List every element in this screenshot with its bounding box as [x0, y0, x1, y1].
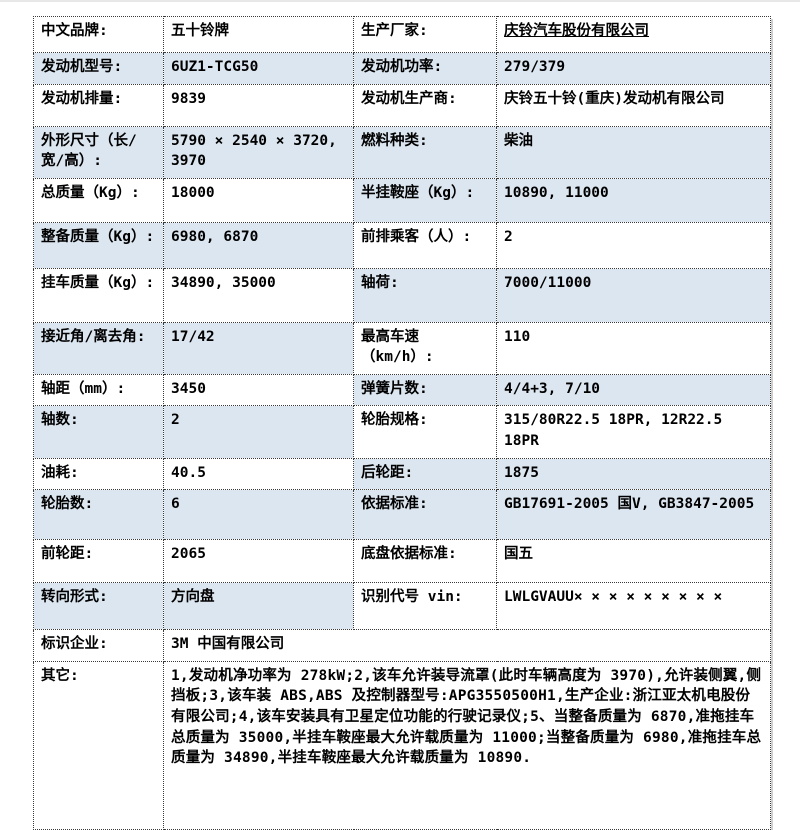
spec-label: 轴距（mm）:: [33, 373, 164, 407]
spec-value: 40.5: [163, 457, 354, 491]
table-row: 接近角/离去角: 17/42 最高车速（km/h）: 110: [33, 321, 771, 375]
vehicle-spec-table: 中文品牌: 五十铃牌 生产厂家: 庆铃汽车股份有限公司 发动机型号: 6UZ1-…: [33, 16, 771, 830]
spec-label: 前轮距:: [33, 539, 164, 584]
spec-label: 识别代号 vin:: [353, 582, 497, 631]
page-edge: [0, 0, 800, 2]
spec-label: 前排乘客（人）:: [353, 221, 497, 269]
spec-label: 底盘依据标准:: [353, 539, 497, 584]
spec-value: 1875: [496, 457, 771, 491]
spec-label: 最高车速（km/h）:: [353, 321, 497, 375]
spec-value: 17/42: [163, 321, 354, 375]
spec-value: 315/80R22.5 18PR, 12R22.5 18PR: [496, 405, 771, 459]
other-notes-text: 1,发动机净功率为 278kW;2,该车允许装导流罩(此时车辆高度为 3970)…: [163, 660, 771, 830]
spec-value: 6UZ1-TCG50: [163, 52, 354, 85]
spec-value: 6: [163, 489, 354, 541]
table-row: 标识企业: 3M 中国有限公司: [33, 629, 771, 662]
spec-value: 110: [496, 321, 771, 375]
table-row: 总质量（Kg）: 18000 半挂鞍座（Kg）: 10890, 11000: [33, 177, 771, 223]
spec-label: 生产厂家:: [353, 16, 497, 53]
table-row: 轮胎数: 6 依据标准: GB17691-2005 国V, GB3847-200…: [33, 489, 771, 541]
spec-label: 整备质量（Kg）:: [33, 221, 164, 269]
spec-label: 接近角/离去角:: [33, 321, 164, 375]
spec-value: 2: [163, 405, 354, 459]
spec-label: 轮胎数:: [33, 489, 164, 541]
table-row: 轴数: 2 轮胎规格: 315/80R22.5 18PR, 12R22.5 18…: [33, 405, 771, 459]
spec-label: 标识企业:: [33, 629, 164, 662]
spec-label: 总质量（Kg）:: [33, 177, 164, 223]
spec-value: 9839: [163, 83, 354, 127]
spec-label: 其它:: [33, 660, 164, 830]
spec-value: 7000/11000: [496, 267, 771, 323]
table-row: 中文品牌: 五十铃牌 生产厂家: 庆铃汽车股份有限公司: [33, 16, 771, 53]
table-row: 其它: 1,发动机净功率为 278kW;2,该车允许装导流罩(此时车辆高度为 3…: [33, 660, 771, 830]
spec-label: 轮胎规格:: [353, 405, 497, 459]
spec-label: 轴数:: [33, 405, 164, 459]
spec-label: 挂车质量（Kg）:: [33, 267, 164, 323]
spec-value: LWLGVAUU× × × × × × × × ×: [496, 582, 771, 631]
table-row: 外形尺寸（长/宽/高）: 5790 × 2540 × 3720, 3970 燃料…: [33, 125, 771, 179]
spec-label: 燃料种类:: [353, 125, 497, 179]
spec-value: GB17691-2005 国V, GB3847-2005: [496, 489, 771, 541]
spec-label: 后轮距:: [353, 457, 497, 491]
spec-value: 3450: [163, 373, 354, 407]
table-row: 转向形式: 方向盘 识别代号 vin: LWLGVAUU× × × × × × …: [33, 582, 771, 631]
spec-label: 发动机排量:: [33, 83, 164, 127]
spec-value: 6980, 6870: [163, 221, 354, 269]
table-row: 油耗: 40.5 后轮距: 1875: [33, 457, 771, 491]
spec-value: 10890, 11000: [496, 177, 771, 223]
spec-value: 4/4+3, 7/10: [496, 373, 771, 407]
spec-label: 中文品牌:: [33, 16, 164, 53]
spec-label: 轴荷:: [353, 267, 497, 323]
spec-label: 弹簧片数:: [353, 373, 497, 407]
spec-value: 5790 × 2540 × 3720, 3970: [163, 125, 354, 179]
spec-label: 发动机生产商:: [353, 83, 497, 127]
table-row: 前轮距: 2065 底盘依据标准: 国五: [33, 539, 771, 584]
spec-value: 2065: [163, 539, 354, 584]
spec-value: 方向盘: [163, 582, 354, 631]
table-row: 发动机排量: 9839 发动机生产商: 庆铃五十铃(重庆)发动机有限公司: [33, 83, 771, 127]
spec-label: 发动机型号:: [33, 52, 164, 85]
spec-value: 2: [496, 221, 771, 269]
spec-value: 国五: [496, 539, 771, 584]
spec-label: 转向形式:: [33, 582, 164, 631]
spec-value: 庆铃五十铃(重庆)发动机有限公司: [496, 83, 771, 127]
spec-label: 依据标准:: [353, 489, 497, 541]
spec-label: 外形尺寸（长/宽/高）:: [33, 125, 164, 179]
manufacturer-link[interactable]: 庆铃汽车股份有限公司: [496, 16, 771, 53]
spec-value: 五十铃牌: [163, 16, 354, 53]
table-row: 挂车质量（Kg）: 34890, 35000 轴荷: 7000/11000: [33, 267, 771, 323]
spec-label: 半挂鞍座（Kg）:: [353, 177, 497, 223]
table-row: 发动机型号: 6UZ1-TCG50 发动机功率: 279/379: [33, 52, 771, 85]
spec-value: 34890, 35000: [163, 267, 354, 323]
spec-label: 发动机功率:: [353, 52, 497, 85]
spec-value: 279/379: [496, 52, 771, 85]
spec-value: 18000: [163, 177, 354, 223]
table-row: 整备质量（Kg）: 6980, 6870 前排乘客（人）: 2: [33, 221, 771, 269]
spec-label: 油耗:: [33, 457, 164, 491]
table-row: 轴距（mm）: 3450 弹簧片数: 4/4+3, 7/10: [33, 373, 771, 407]
spec-value: 柴油: [496, 125, 771, 179]
spec-value: 3M 中国有限公司: [163, 629, 771, 662]
